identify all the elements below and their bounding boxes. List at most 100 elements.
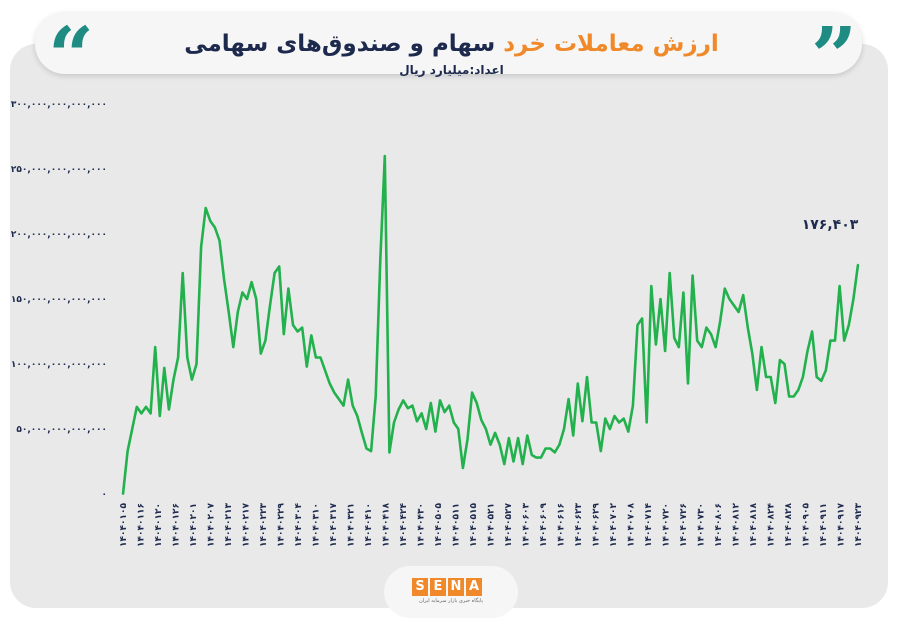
- data-point: [806, 350, 809, 352]
- x-tick-label: ۱۴۰۴۰۷۳۰: [697, 503, 707, 547]
- data-point: [517, 437, 520, 440]
- y-tick-label: ۲۰۰,۰۰۰,۰۰۰,۰۰۰,۰۰۰: [11, 230, 107, 240]
- data-point: [475, 402, 478, 404]
- data-point: [811, 330, 814, 333]
- data-point: [507, 437, 510, 440]
- data-point: [301, 326, 304, 329]
- data-point: [838, 285, 841, 287]
- x-tick-label: ۱۴۰۴۰۷۰۸: [627, 503, 637, 547]
- data-point: [131, 428, 134, 430]
- x-tick-label: ۱۴۰۴۰۶۱۶: [557, 503, 567, 547]
- x-tick-label: ۱۴۰۴۰۸۲۴: [767, 503, 777, 547]
- data-point: [801, 376, 804, 378]
- data-point: [360, 431, 363, 434]
- data-point: [558, 443, 561, 446]
- data-point: [586, 376, 588, 378]
- x-tick-label: ۱۴۰۴۰۶۰۳: [522, 503, 532, 547]
- data-point: [733, 304, 735, 307]
- data-point: [241, 291, 244, 294]
- data-point: [126, 450, 129, 453]
- data-point: [742, 294, 745, 297]
- x-tick-label: ۱۴۰۴۰۳۱۷: [329, 503, 339, 547]
- x-tick-label: ۱۴۰۴۰۱۲۰: [154, 503, 164, 547]
- data-point: [687, 382, 689, 385]
- series-group: [121, 154, 860, 495]
- data-point: [190, 378, 193, 381]
- data-point: [324, 369, 327, 372]
- data-point: [673, 337, 676, 339]
- data-point: [342, 404, 345, 407]
- data-point: [636, 324, 639, 326]
- data-point: [489, 443, 492, 446]
- data-point: [420, 412, 423, 415]
- data-point: [383, 155, 386, 157]
- data-point: [347, 378, 350, 381]
- data-point: [370, 450, 373, 453]
- x-tick-label: ۱۴۰۴۰۷۱۴: [644, 503, 654, 547]
- y-tick-label: ۲۵۰,۰۰۰,۰۰۰,۰۰۰,۰۰۰: [11, 165, 107, 175]
- chart-subtitle: اعداد:میلیارد ریال: [399, 63, 504, 77]
- x-tick-label: ۱۴۰۴۰۷۲۰: [662, 503, 672, 547]
- data-point: [429, 402, 432, 404]
- data-point: [278, 265, 281, 268]
- data-point: [659, 298, 662, 300]
- data-point: [227, 311, 230, 313]
- data-point: [461, 467, 464, 469]
- data-point: [581, 420, 584, 423]
- data-point: [466, 438, 469, 441]
- x-tick-label: ۱۴۰۴۰۵۲۱: [487, 503, 497, 547]
- data-point: [250, 281, 253, 284]
- data-point: [650, 285, 653, 287]
- data-point: [604, 417, 607, 420]
- x-tick-label: ۱۴۰۴۰۶۲۳: [574, 503, 584, 547]
- x-tick-label: ۱۴۰۴۰۷۰۲: [609, 503, 619, 547]
- data-point: [416, 420, 418, 423]
- x-tick-label: ۱۴۰۴۰۳۰۴: [294, 503, 304, 547]
- data-point: [714, 346, 717, 349]
- y-axis: ۰ ۵۰,۰۰۰,۰۰۰,۰۰۰,۰۰۰ ۱۰۰,۰۰۰,۰۰۰,۰۰۰,۰۰۰ ۱۵…: [11, 100, 107, 500]
- data-point: [204, 207, 207, 209]
- data-point: [576, 382, 579, 385]
- data-point: [769, 376, 772, 378]
- x-tick-label: ۱۴۰۴۰۵۲۷: [504, 503, 514, 547]
- data-point: [815, 376, 818, 378]
- data-point: [677, 346, 680, 349]
- data-point: [310, 334, 313, 337]
- data-point: [356, 415, 359, 417]
- data-point: [186, 356, 189, 359]
- x-tick-label: ۱۴۰۴۰۶۰۹: [539, 503, 549, 547]
- data-point: [852, 298, 855, 300]
- logo-letter-a: A: [466, 578, 482, 596]
- data-point: [682, 291, 685, 294]
- x-tick-label: ۱۴۰۴۰۲۲۳: [259, 503, 269, 547]
- data-point: [163, 366, 166, 369]
- x-tick-label: ۱۴۰۴۰۷۲۶: [679, 503, 689, 547]
- data-point: [287, 287, 290, 290]
- data-point: [264, 339, 267, 342]
- x-tick-label: ۱۴۰۴۰۶۲۹: [592, 503, 602, 547]
- data-point: [820, 379, 823, 382]
- chart-title: ارزش معاملات خرد سهام و صندوق‌های سهامی: [0, 28, 903, 60]
- data-point: [158, 415, 161, 417]
- data-point: [847, 324, 850, 326]
- data-point: [425, 428, 428, 430]
- data-point: [608, 428, 611, 430]
- data-point: [778, 359, 781, 362]
- data-point: [710, 333, 712, 336]
- x-tick-label: ۱۴۰۴۰۴۱۸: [382, 503, 392, 547]
- data-point: [622, 417, 625, 420]
- data-point: [236, 311, 239, 313]
- x-axis: ۱۴۰۴۰۱۰۵ ۱۴۰۴۰۱۱۶ ۱۴۰۴۰۱۲۰ ۱۴۰۴۰۱۲۶ ۱۴۰۴۰۲۰۱…: [119, 503, 864, 547]
- data-point: [328, 382, 331, 385]
- data-point: [792, 395, 795, 398]
- data-point: [719, 320, 722, 323]
- data-point: [167, 408, 170, 411]
- data-point: [641, 317, 644, 320]
- series-line: [121, 154, 860, 495]
- logo-letter-s: S: [412, 578, 428, 596]
- data-point: [154, 346, 157, 349]
- data-point: [526, 434, 529, 437]
- x-tick-label: ۱۴۰۴۰۸۱۲: [732, 503, 742, 547]
- data-point: [668, 272, 671, 274]
- data-point: [273, 272, 276, 274]
